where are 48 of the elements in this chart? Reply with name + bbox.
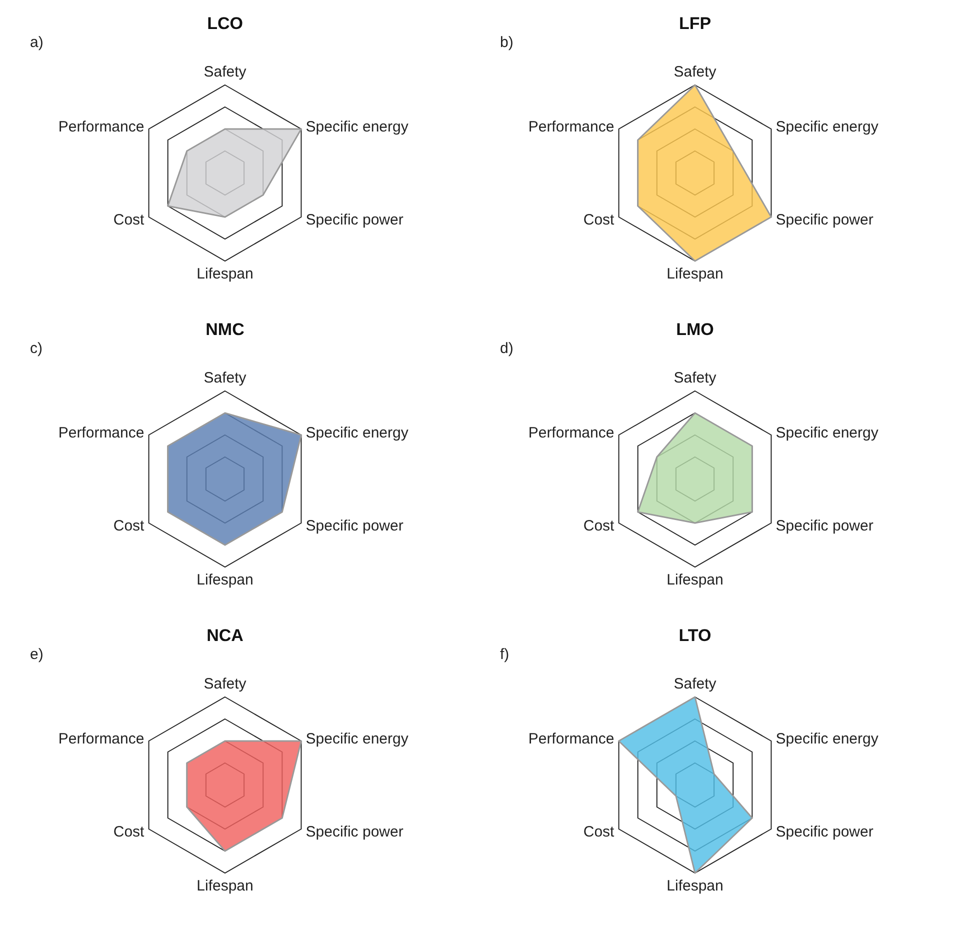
spoke-label: Lifespan — [666, 265, 724, 282]
spoke-label: Specific power — [776, 212, 874, 229]
chart-title: NMC — [206, 320, 244, 339]
spoke-label: Specific energy — [776, 730, 879, 748]
spoke-label: Lifespan — [196, 265, 254, 282]
spoke-label: Performance — [528, 730, 614, 748]
spoke-label: Specific energy — [776, 118, 879, 136]
spoke-label: Cost — [113, 212, 146, 229]
spoke-label: Safety — [204, 676, 247, 693]
spoke-label: Lifespan — [666, 877, 724, 894]
text: e) — [30, 646, 44, 663]
text: c) — [30, 340, 42, 357]
spoke-label: Specific energy — [306, 424, 409, 442]
chart-title: LCO — [207, 14, 243, 33]
spoke-label: Performance — [528, 424, 614, 442]
spoke-label: Lifespan — [666, 571, 724, 588]
spoke-label: Performance — [58, 424, 144, 442]
spoke-label: Performance — [528, 118, 614, 136]
spoke-label: Cost — [113, 518, 146, 535]
spoke-label: Performance — [58, 118, 144, 136]
spoke-label: Specific power — [306, 212, 404, 229]
spoke-label: Performance — [58, 730, 144, 748]
spoke-label: Cost — [583, 824, 616, 841]
spoke-label: Specific power — [306, 824, 404, 841]
spoke-label: Safety — [674, 64, 717, 81]
spoke-label: Specific power — [776, 824, 874, 841]
spoke-label: Safety — [204, 370, 247, 387]
spoke-label: Specific energy — [306, 118, 409, 136]
chart-title: NCA — [206, 626, 244, 645]
chart-title: LTO — [678, 626, 712, 645]
text: f) — [500, 646, 510, 663]
spoke-label: Lifespan — [196, 877, 254, 894]
text: a) — [30, 34, 44, 51]
spoke-label: Lifespan — [196, 571, 254, 588]
text: b) — [500, 34, 514, 51]
spoke-label: Specific power — [306, 518, 404, 535]
spoke-label: Specific energy — [776, 424, 879, 442]
spoke-label: Specific power — [776, 518, 874, 535]
spoke-label: Safety — [204, 64, 247, 81]
text: d) — [500, 340, 514, 357]
spoke-label: Specific energy — [306, 730, 409, 748]
chart-title: LFP — [678, 14, 712, 33]
spoke-label: Safety — [674, 676, 717, 693]
spoke-label: Cost — [583, 518, 616, 535]
spoke-label: Cost — [583, 212, 616, 229]
spoke-label: Cost — [113, 824, 146, 841]
spoke-label: Safety — [674, 370, 717, 387]
chart-title: LMO — [676, 320, 714, 339]
